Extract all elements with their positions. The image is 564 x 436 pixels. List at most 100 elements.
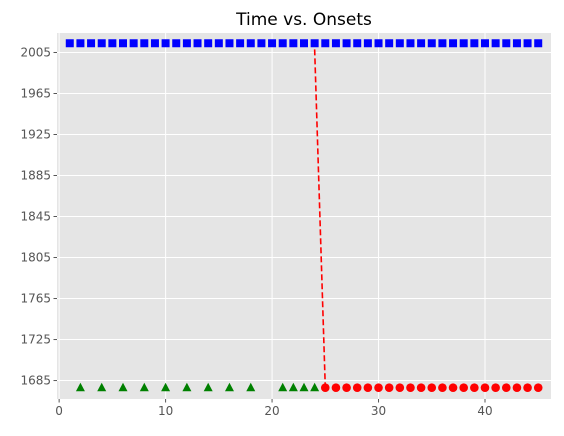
x-tick-label: 30 [371,404,386,418]
y-tick-label: 1925 [20,127,51,141]
square-marker [417,39,426,48]
triangle-marker [299,382,309,392]
square-marker [204,39,213,48]
square-marker [523,39,532,48]
square-marker [374,39,383,48]
square-marker [161,39,170,48]
square-marker [65,39,74,48]
x-tick-label: 20 [264,404,279,418]
square-marker [236,39,245,48]
square-marker [300,39,308,48]
y-tick-label: 1805 [20,251,51,265]
circle-marker [416,383,426,393]
circle-marker [533,383,543,393]
circle-marker [331,383,341,393]
square-marker [353,39,362,48]
square-marker [214,39,223,48]
square-marker [225,39,234,48]
square-marker [395,39,404,48]
circle-marker [523,383,532,393]
square-marker [278,39,287,48]
circle-marker [512,383,522,393]
square-marker [76,39,85,48]
square-marker [150,39,159,48]
triangle-marker [203,382,213,392]
square-marker [427,39,436,48]
square-marker [459,39,468,48]
square-marker [406,39,415,48]
x-axis-ticks: 0 10 20 30 40 [55,399,493,418]
square-marker [97,39,106,48]
circle-marker [352,383,362,393]
triangle-marker [224,382,234,392]
x-tick-label: 40 [477,404,492,418]
square-marker [331,39,340,48]
square-marker [438,39,447,48]
square-marker [289,39,298,48]
series-3 [313,49,327,388]
square-marker [342,39,351,48]
y-tick-label: 1725 [20,333,51,347]
triangle-marker [288,382,298,392]
y-tick-label: 1685 [20,374,51,388]
y-tick-label: 2005 [20,45,51,59]
chart-title: Time vs. Onsets [235,10,372,30]
square-marker [140,39,149,48]
circle-marker [427,383,437,393]
y-axis-ticks: 1685 1725 1765 1805 1845 1885 1925 1965 2005 [20,45,57,388]
circle-marker [374,383,383,393]
square-marker [512,39,521,48]
square-marker [534,39,543,48]
circle-marker [363,383,373,393]
square-marker [449,39,458,48]
triangle-marker [139,382,149,392]
square-marker [268,39,277,48]
circle-marker [395,383,405,393]
series-0 [65,39,543,48]
square-marker [119,39,128,48]
circle-marker [320,383,330,393]
square-marker [480,39,489,48]
triangle-marker [182,382,192,392]
circle-marker [470,383,479,393]
circle-marker [491,383,500,393]
series-1 [75,382,320,392]
square-marker [182,39,191,48]
square-marker [310,39,319,48]
triangle-marker [118,382,128,392]
square-marker [193,39,202,48]
square-marker [108,39,117,48]
square-marker [385,39,394,48]
dashed-line [313,49,327,388]
circle-marker [438,383,447,393]
plot-background [57,33,551,399]
square-marker [363,39,372,48]
triangle-marker [97,382,107,392]
triangle-marker [75,382,85,392]
circle-marker [384,383,394,393]
square-marker [491,39,500,48]
square-marker [172,39,181,48]
grid-lines [57,33,551,399]
circle-marker [342,383,351,393]
square-marker [257,39,266,48]
triangle-marker [278,382,288,392]
y-tick-label: 1845 [20,210,51,224]
x-tick-label: 10 [158,404,173,418]
triangle-marker [246,382,256,392]
circle-marker [406,383,415,393]
x-tick-label: 0 [55,404,63,418]
circle-marker [480,383,490,393]
square-marker [502,39,511,48]
y-tick-label: 1965 [20,86,51,100]
data-series [65,39,543,393]
circle-marker [448,383,458,393]
y-tick-label: 1885 [20,169,51,183]
series-2 [320,383,543,393]
square-marker [246,39,255,48]
y-tick-label: 1765 [20,292,51,306]
square-marker [129,39,138,48]
triangle-marker [161,382,171,392]
square-marker [470,39,479,48]
